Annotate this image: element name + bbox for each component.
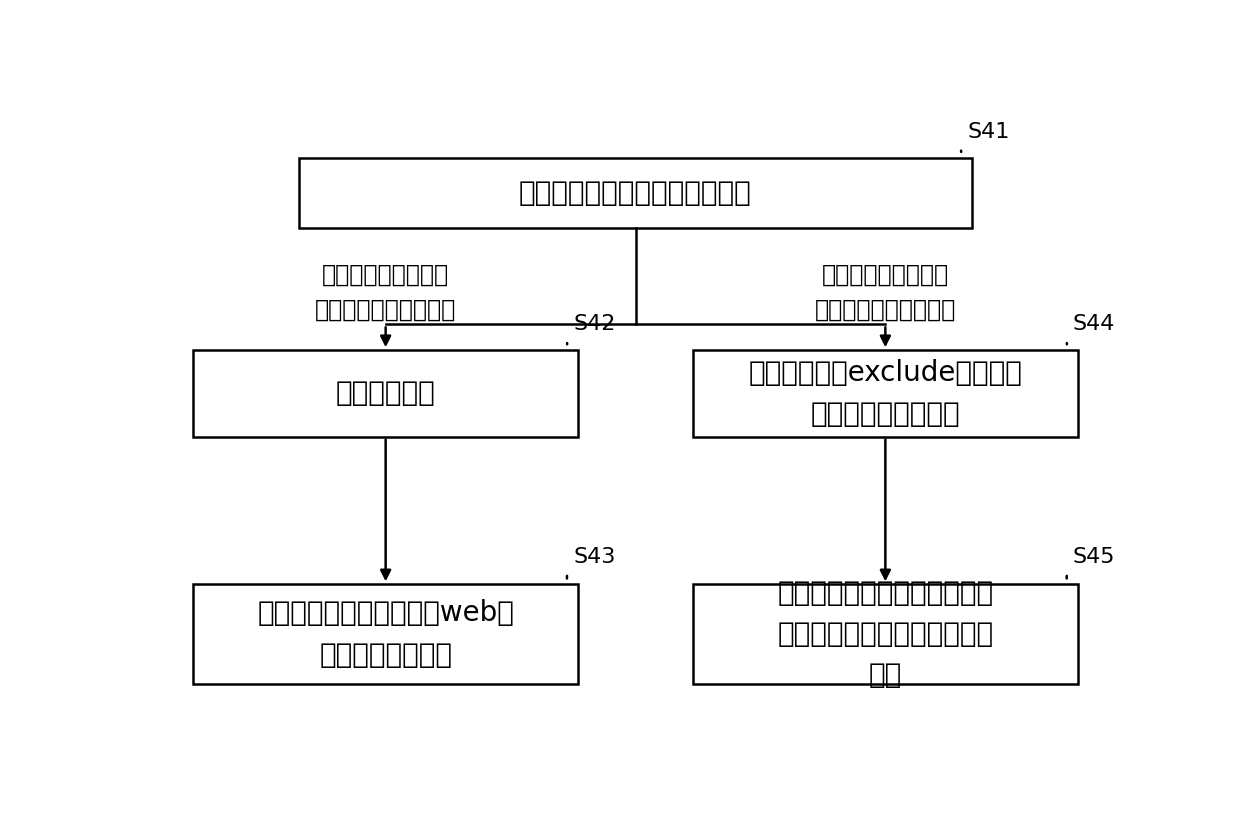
Text: S44: S44: [1073, 314, 1115, 334]
Text: S41: S41: [967, 122, 1009, 142]
FancyBboxPatch shape: [299, 157, 972, 228]
Text: S43: S43: [573, 547, 615, 567]
Text: 事件文件中的事件为
删除事件或者移动事件: 事件文件中的事件为 删除事件或者移动事件: [315, 262, 456, 322]
FancyBboxPatch shape: [193, 350, 578, 436]
Text: 对排除设定的目录及文件之后
的文件系统执行全量目录同步
操作: 对排除设定的目录及文件之后 的文件系统执行全量目录同步 操作: [777, 579, 993, 689]
Text: S42: S42: [573, 314, 615, 334]
Text: S45: S45: [1073, 547, 1115, 567]
Text: 事件文件中的事件为
新增事件或者修改事件: 事件文件中的事件为 新增事件或者修改事件: [815, 262, 956, 322]
Text: 根据所获取的exclude参数，排
除设定的目录及文件: 根据所获取的exclude参数，排 除设定的目录及文件: [749, 359, 1022, 428]
Text: 根据所述删除日志，删除web服
务器中对应的文件: 根据所述删除日志，删除web服 务器中对应的文件: [257, 599, 515, 669]
FancyBboxPatch shape: [693, 584, 1078, 684]
FancyBboxPatch shape: [693, 350, 1078, 436]
Text: 记录删除日志: 记录删除日志: [336, 379, 435, 407]
Text: 读取所述监控数据中的事件文件: 读取所述监控数据中的事件文件: [520, 179, 751, 207]
FancyBboxPatch shape: [193, 584, 578, 684]
